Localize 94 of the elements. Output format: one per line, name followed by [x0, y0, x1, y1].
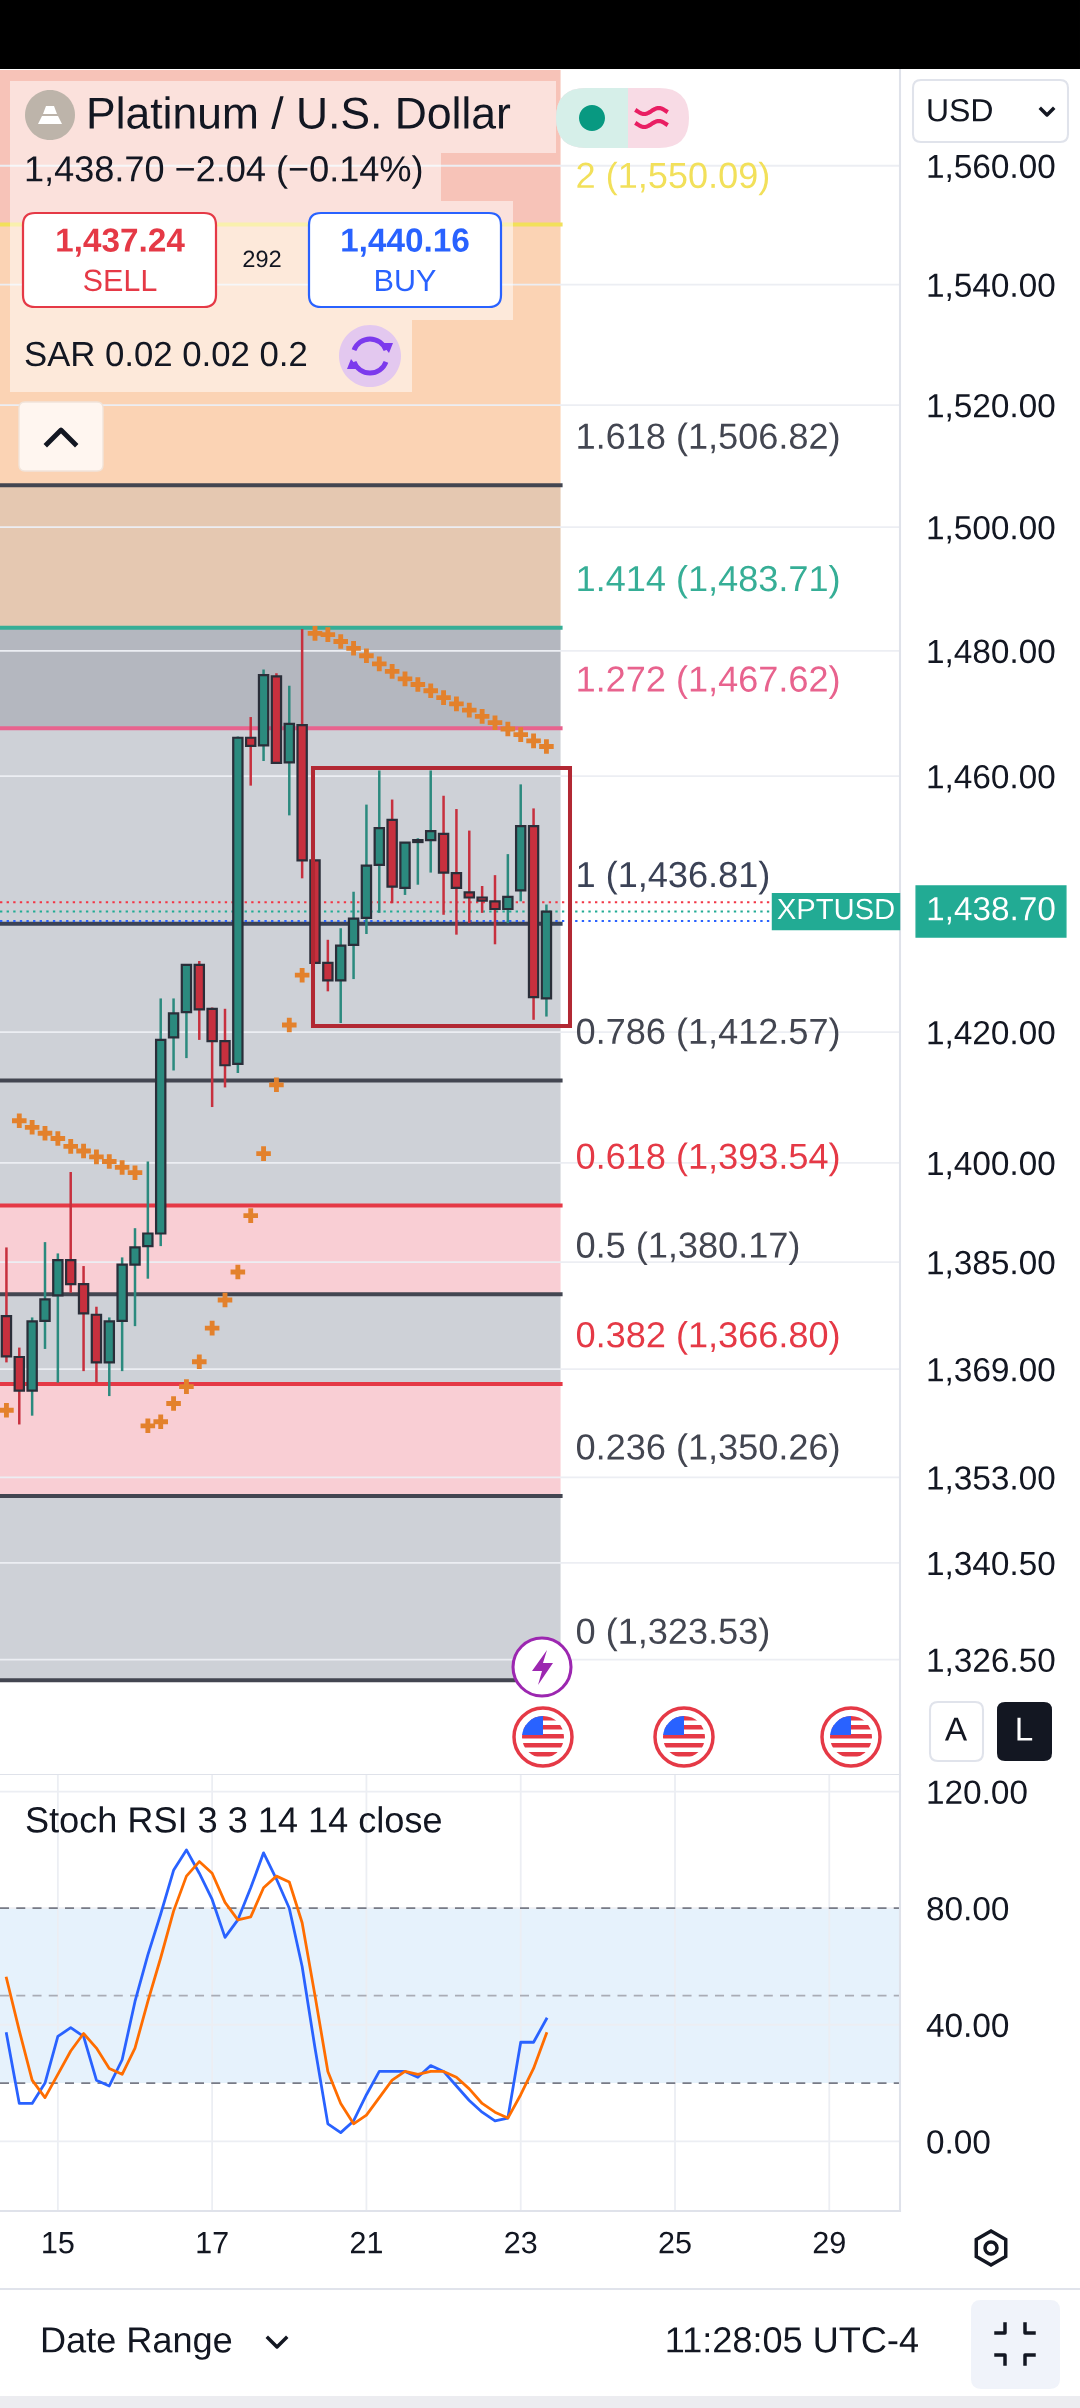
text: 1,438.70 −2.04 (−0.14%) [26, 155, 422, 189]
point [449, 696, 464, 712]
point [436, 690, 451, 705]
ref-line-label: 0.618 (1,393.54) [576, 1142, 839, 1177]
point [474, 709, 490, 724]
point [192, 1354, 207, 1369]
text: A [944, 1717, 968, 1741]
point [307, 626, 323, 641]
point [179, 1379, 194, 1394]
ref-line-label: 1 (1,436.81) [578, 860, 769, 895]
point [423, 683, 438, 699]
text: Stoch RSI 3 3 14 14 close [26, 1806, 441, 1833]
ref-line-label: 1.272 (1,467.62) [578, 665, 839, 700]
y-tick-label: 1,540.00 [928, 273, 1055, 301]
point [526, 733, 541, 749]
candlestick [450, 807, 463, 936]
point [243, 1208, 258, 1223]
point [24, 1120, 40, 1135]
text: USD [928, 98, 992, 122]
y-tick-label: 40.00 [926, 2013, 1009, 2038]
point [294, 967, 310, 983]
point [397, 671, 413, 687]
y-tick-label: 80.00 [927, 1896, 1009, 1921]
annotation: 1,440.16 [342, 228, 469, 257]
x-tick-label: 29 [813, 2231, 845, 2254]
point [359, 648, 374, 664]
ref-line-label: 0.786 (1,412.57) [576, 1017, 839, 1052]
y-tick-label: 1,400.00 [928, 1151, 1055, 1180]
x-tick-label: 15 [43, 2232, 74, 2254]
point [76, 1143, 91, 1159]
y-tick-label: 1,480.00 [928, 639, 1055, 668]
y-tick-label: 120.00 [928, 1780, 1027, 1805]
ref-line-label: 1,438.70 [928, 896, 1055, 925]
point [153, 1414, 168, 1430]
ref-line-label: 1.414 (1,483.71) [578, 564, 839, 599]
y-tick-label: 1,420.00 [928, 1020, 1055, 1049]
ref-line-label: 0 (1,323.53) [576, 1617, 769, 1652]
point [230, 1264, 246, 1280]
text: L [1017, 1717, 1033, 1741]
annotation: BUY [376, 269, 436, 292]
y-tick-label: 1,340.50 [928, 1551, 1055, 1580]
text: Date Range [42, 2327, 232, 2360]
x-tick-label: 25 [659, 2231, 691, 2254]
point [333, 634, 348, 649]
point [63, 1139, 78, 1154]
y-tick-label: 1,520.00 [928, 393, 1055, 422]
point [102, 1154, 117, 1169]
point [50, 1131, 66, 1146]
point [372, 656, 387, 672]
y-tick-label: 1,460.00 [928, 764, 1055, 793]
point [539, 739, 554, 754]
ref-line-label: 2 (1,550.09) [577, 161, 769, 196]
point [204, 1320, 220, 1336]
point [37, 1125, 53, 1141]
point [500, 721, 516, 737]
ref-line-label: 0.382 (1,366.80) [576, 1321, 839, 1355]
y-tick-label: 1,326.50 [928, 1648, 1055, 1677]
annotation: SELL [84, 269, 157, 292]
y-tick-label: 1,560.00 [928, 154, 1055, 183]
ref-line-label: 0.236 (1,350.26) [576, 1433, 839, 1467]
x-tick-label: 17 [197, 2232, 228, 2254]
point [346, 641, 361, 656]
y-tick-label: 1,353.00 [928, 1466, 1055, 1494]
annotation: XPTUSD [777, 898, 894, 920]
y-tick-label: 0.00 [927, 2130, 990, 2154]
point [269, 1077, 284, 1093]
point [384, 664, 400, 679]
y-tick-label: 1,500.00 [928, 515, 1055, 544]
annotation: 292 [243, 250, 281, 268]
point [89, 1149, 104, 1165]
y-tick-label: 1,369.00 [928, 1357, 1055, 1386]
point [410, 677, 426, 692]
point [282, 1017, 297, 1033]
point [127, 1165, 143, 1180]
text: 11:28:05 UTC-4 [667, 2327, 918, 2353]
point [12, 1113, 27, 1129]
point [513, 727, 528, 742]
point [140, 1418, 156, 1434]
chart-title: Platinum / U.S. Dollar [89, 96, 511, 129]
point [114, 1160, 130, 1175]
x-tick-label: 21 [350, 2231, 382, 2254]
candlestick [167, 997, 180, 1072]
ref-line-label: 0.5 (1,380.17) [576, 1231, 799, 1266]
point [487, 715, 503, 730]
point [462, 702, 477, 718]
point [320, 627, 336, 642]
x-tick-label: 23 [505, 2231, 537, 2254]
y-tick-label: 1,385.00 [928, 1250, 1055, 1279]
point [256, 1146, 271, 1161]
annotation: SAR 0.02 0.02 0.2 [25, 341, 307, 367]
point [166, 1396, 181, 1411]
annotation: 1,437.24 [57, 228, 185, 257]
point [0, 1402, 14, 1418]
ref-line-label: 1.618 (1,506.82) [578, 422, 839, 457]
